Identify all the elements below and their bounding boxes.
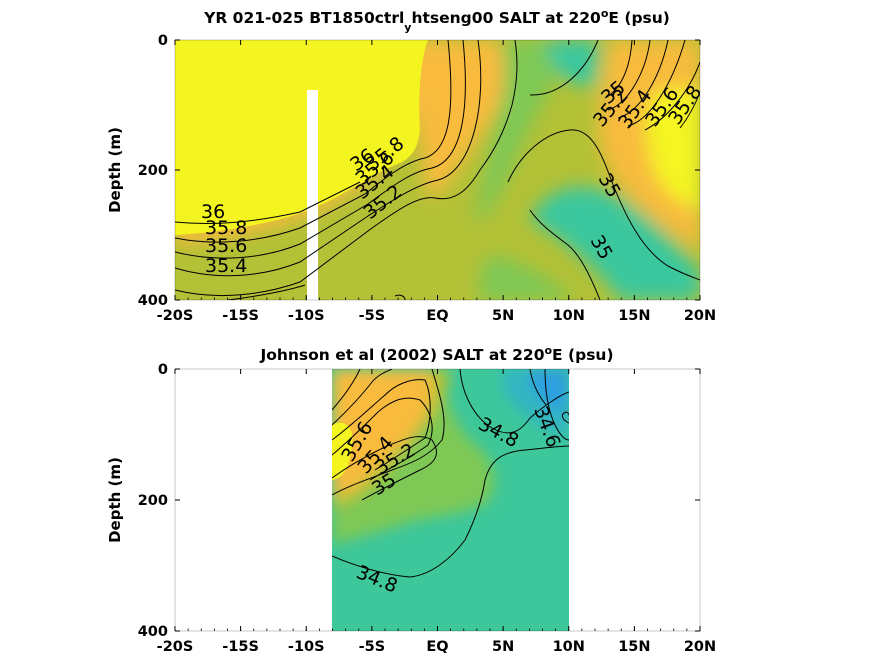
model-field: 36 35.8 35.6 35.4 36 35.8 35.6 35.4 35.2… [175, 40, 700, 300]
model-x-ticks: -20S -15S -10S -5S EQ 5N 10N 15N 20N [157, 40, 716, 324]
y-tick-label: 400 [138, 624, 168, 640]
x-tick-label: EQ [426, 308, 448, 324]
obs-panel: Johnson et al (2002) SALT at 220oE (psu) [106, 344, 716, 655]
x-tick-label: -5S [359, 308, 386, 324]
model-title: YR 021-025 BT1850ctrlyhtseng00 SALT at 2… [203, 7, 670, 34]
obs-field: 35.6 35.4 35.2 35 34.8 34.6 34.8 [332, 369, 569, 631]
obs-y-ticks: 0 200 400 [138, 362, 700, 640]
x-tick-label: 5N [492, 308, 514, 324]
model-contours [175, 40, 700, 300]
contour-label: 35.6 [205, 235, 247, 257]
model-y-axis-label: Depth (m) [106, 127, 124, 213]
x-tick-label: 10N [553, 639, 585, 655]
x-tick-label: -5S [359, 639, 386, 655]
y-tick-label: 200 [138, 493, 168, 509]
x-tick-label: 20N [684, 639, 716, 655]
x-tick-label: -20S [157, 308, 194, 324]
contour-label: 35.4 [205, 255, 247, 277]
obs-y-axis-label: Depth (m) [106, 457, 124, 543]
y-tick-label: 0 [158, 33, 168, 49]
obs-contours [332, 369, 569, 578]
x-tick-label: -10S [288, 308, 325, 324]
model-axes: -20S -15S -10S -5S EQ 5N 10N 15N 20N 0 200 400 Dep… [106, 33, 716, 324]
obs-title: Johnson et al (2002) SALT at 220oE (psu) [259, 344, 613, 364]
x-tick-label: 10N [553, 308, 585, 324]
y-tick-label: 200 [138, 163, 168, 179]
y-tick-label: 400 [138, 293, 168, 309]
x-tick-label: 20N [684, 308, 716, 324]
model-panel: YR 021-025 BT1850ctrlyhtseng00 SALT at 2… [106, 7, 716, 324]
x-tick-label: -15S [222, 308, 259, 324]
contour-label: 35.8 [205, 217, 247, 239]
obs-x-ticks: -20S -15S -10S -5S EQ 5N 10N 15N 20N [157, 369, 716, 655]
x-tick-label: -15S [222, 639, 259, 655]
y-tick-label: 0 [158, 362, 168, 378]
x-tick-label: 15N [618, 308, 650, 324]
x-tick-label: 15N [618, 639, 650, 655]
obs-axes: -20S -15S -10S -5S EQ 5N 10N 15N 20N 0 200 400 Dep… [106, 362, 716, 655]
model-contour-labels: 36 35.8 35.6 35.4 36 35.8 35.6 35.4 35.2… [201, 76, 700, 277]
x-tick-label: 5N [492, 639, 514, 655]
model-y-ticks: 0 200 400 [138, 33, 700, 309]
x-tick-label: -20S [157, 639, 194, 655]
x-tick-label: EQ [426, 639, 448, 655]
x-tick-label: -10S [288, 639, 325, 655]
contour-label: 36 [201, 201, 225, 223]
